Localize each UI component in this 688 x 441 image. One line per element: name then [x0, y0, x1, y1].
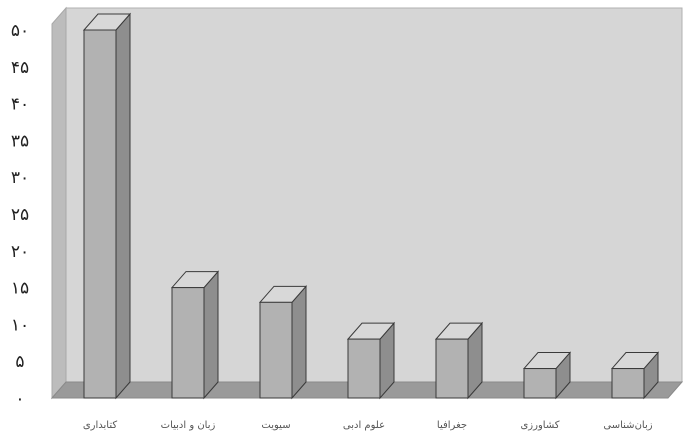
- side-wall: [51, 6, 67, 400]
- x-tick-label: سیویت: [261, 420, 290, 431]
- bar-side: [203, 270, 219, 400]
- bar-front: [83, 29, 117, 399]
- bar: [258, 284, 308, 400]
- x-tick-label: کتابداری: [83, 420, 118, 431]
- bar: [170, 270, 220, 400]
- y-tick-label: ۴۵: [11, 58, 29, 78]
- x-tick-label: زبان‌شناسی: [603, 420, 652, 431]
- y-tick-label: ۴٠: [11, 95, 29, 115]
- y-tick-label: ٣۵: [11, 131, 29, 151]
- x-tick-label: علوم ادبی: [343, 420, 385, 431]
- bar: [434, 321, 484, 400]
- bar-front: [259, 301, 293, 399]
- y-tick-label: ٢۵: [11, 205, 29, 225]
- bar-front: [611, 368, 645, 399]
- bars: [82, 12, 660, 400]
- bar-front: [347, 338, 381, 399]
- y-tick-label: ۵٠: [11, 21, 29, 41]
- y-tick-label: ٠: [15, 389, 24, 409]
- bar-side: [291, 284, 307, 400]
- x-tick-label: کشاورزی: [520, 420, 559, 431]
- bar: [522, 351, 572, 400]
- bar: [82, 12, 132, 400]
- bar-side: [115, 12, 131, 400]
- x-axis: کتابداری زبان و ادبیات سیویت علوم ادبی جغراف…: [83, 420, 653, 431]
- y-tick-label: ٢٠: [11, 242, 29, 262]
- y-tick-label: ١٠: [11, 315, 29, 335]
- bar-front: [435, 338, 469, 399]
- bar-front: [171, 287, 205, 399]
- x-tick-label: جغرافیا: [437, 420, 467, 431]
- x-tick-label: زبان و ادبیات: [161, 420, 216, 431]
- bar-front: [523, 368, 557, 399]
- bar: [610, 351, 660, 400]
- y-tick-label: ۵: [15, 352, 24, 372]
- bar: [346, 321, 396, 400]
- y-tick-label: ١۵: [11, 279, 29, 299]
- y-tick-label: ٣٠: [11, 168, 29, 188]
- y-axis: ٠ ۵ ١٠ ١۵ ٢٠ ٢۵ ٣٠ ٣۵ ۴٠ ۴۵ ۵٠: [11, 21, 29, 409]
